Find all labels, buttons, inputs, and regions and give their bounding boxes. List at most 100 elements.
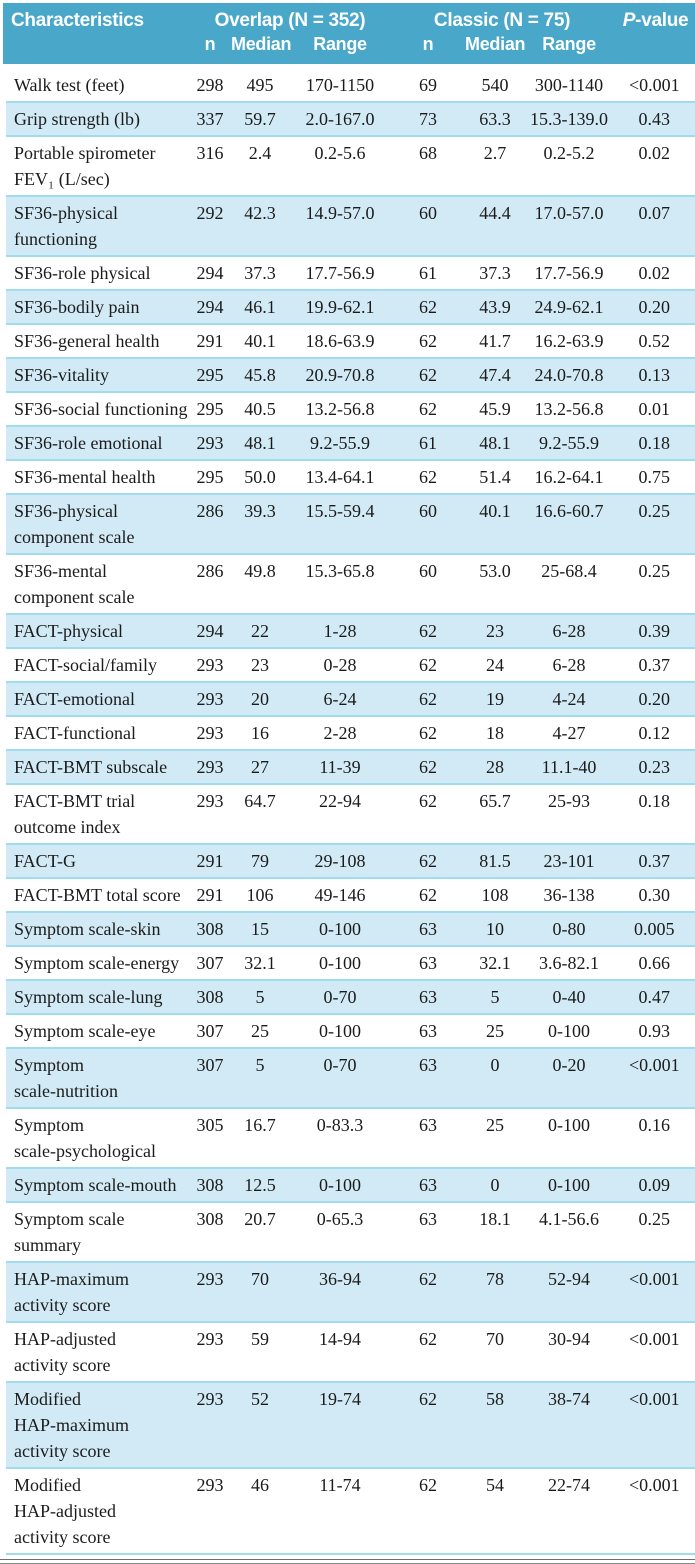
table-row: SF36-role physical 294 37.3 17.7-56.9 61…: [0, 256, 695, 290]
pvalue-cell: 0.25: [613, 1202, 695, 1262]
classic-n-cell: 62: [419, 297, 438, 317]
overlap-range-cell: 19.9-62.1: [305, 297, 375, 317]
table-row: Symptom scale-psychological 305 16.7 0-8…: [0, 1108, 695, 1168]
table-row: FACT-emotional 293 20 6-24 62 19 4-24 0.…: [0, 682, 695, 716]
overlap-range-cell: 20.9-70.8: [305, 365, 375, 385]
table-row: FACT-G 291 79 29-108 62 81.5 23-101 0.37: [0, 844, 695, 878]
classic-median-cell: 108: [481, 885, 509, 905]
overlap-n-cell: 295: [196, 365, 224, 385]
classic-range-cell: 0-80: [552, 919, 586, 939]
classic-n-cell: 73: [419, 109, 438, 129]
classic-median-cell: 63.3: [479, 109, 511, 129]
pvalue-cell: 0.16: [613, 1108, 695, 1168]
pvalue-cell: 0.93: [613, 1014, 695, 1048]
table-row: SF36-bodily pain 294 46.1 19.9-62.1 62 4…: [0, 290, 695, 324]
pvalue-cell: 0.47: [613, 980, 695, 1014]
classic-median-cell: 0: [490, 1175, 500, 1195]
table-row: FACT-functional 293 16 2-28 62 18 4-27 0…: [0, 716, 695, 750]
table-row: Modified HAP-maximum activity score 293 …: [0, 1382, 695, 1468]
header-subcolumn-row: n Median Range n Median Range: [3, 32, 695, 67]
overlap-range-cell: 18.6-63.9: [305, 331, 375, 351]
overlap-n-cell: 293: [196, 1269, 224, 1289]
classic-n-cell: 62: [419, 1389, 438, 1409]
overlap-range-cell: 0-100: [319, 1021, 361, 1041]
table-row: Portable spirometer FEV₁ (L/sec) 316 2.4…: [0, 136, 695, 196]
overlap-range-cell: 17.7-56.9: [305, 263, 375, 283]
classic-median-header: Median: [465, 32, 526, 67]
characteristics-comparison-table: Characteristics Overlap (N = 352) Classi…: [0, 3, 695, 1555]
overlap-median-cell: 39.3: [244, 501, 276, 521]
overlap-range-cell: 2-28: [323, 723, 357, 743]
pvalue-cell: 0.20: [613, 290, 695, 324]
classic-range-cell: 0-100: [548, 1175, 591, 1195]
classic-median-cell: 24: [486, 655, 505, 675]
overlap-range-cell: 13.4-64.1: [305, 467, 375, 487]
overlap-range-cell: 0-100: [319, 1175, 361, 1195]
overlap-median-cell: 5: [255, 987, 265, 1007]
classic-median-cell: 65.7: [479, 791, 511, 811]
pvalue-cell: <0.001: [613, 1322, 695, 1382]
overlap-n-cell: 308: [196, 1209, 224, 1229]
overlap-median-cell: 42.3: [244, 203, 276, 223]
overlap-group-header: Overlap (N = 352): [189, 3, 392, 32]
classic-range-cell: 17.0-57.0: [534, 203, 604, 223]
overlap-median-cell: 40.5: [244, 399, 276, 419]
overlap-n-cell: 307: [196, 1055, 224, 1075]
classic-range-header: Range: [525, 32, 614, 67]
classic-range-cell: 24.9-62.1: [534, 297, 604, 317]
pvalue-cell: 0.12: [613, 716, 695, 750]
overlap-n-cell: 295: [196, 467, 224, 487]
overlap-range-cell: 19-74: [319, 1389, 361, 1409]
characteristic-label-cell: Modified HAP-maximum activity score: [0, 1382, 189, 1468]
overlap-range-cell: 36-94: [319, 1269, 361, 1289]
characteristic-label-cell: SF36-role emotional: [0, 426, 189, 460]
overlap-n-cell: 293: [196, 1475, 224, 1495]
characteristic-label-cell: SF36-bodily pain: [0, 290, 189, 324]
characteristic-label-cell: FACT-physical: [0, 614, 189, 648]
pvalue-cell: 0.43: [613, 102, 695, 136]
overlap-range-cell: 6-24: [323, 689, 357, 709]
overlap-median-cell: 64.7: [244, 791, 276, 811]
pvalue-cell: 0.13: [613, 358, 695, 392]
pvalue-cell: 0.39: [613, 614, 695, 648]
classic-range-cell: 4-27: [552, 723, 586, 743]
characteristic-label-cell: HAP-maximum activity score: [0, 1262, 189, 1322]
characteristic-label-cell: Walk test (feet): [0, 66, 189, 102]
classic-median-cell: 19: [486, 689, 505, 709]
overlap-n-cell: 291: [196, 331, 224, 351]
overlap-median-cell: 32.1: [244, 953, 276, 973]
characteristic-label-cell: SF36-physical component scale: [0, 494, 189, 554]
classic-n-cell: 63: [419, 1175, 438, 1195]
pvalue-cell: 0.25: [613, 554, 695, 614]
classic-n-cell: 62: [419, 1269, 438, 1289]
pvalue-cell: 0.18: [613, 784, 695, 844]
overlap-median-header: Median: [231, 32, 292, 67]
classic-median-cell: 81.5: [479, 851, 511, 871]
classic-n-cell: 62: [419, 723, 438, 743]
table-row: Symptom scale-mouth 308 12.5 0-100 63 0 …: [0, 1168, 695, 1202]
overlap-n-cell: 295: [196, 399, 224, 419]
overlap-median-cell: 50.0: [244, 467, 276, 487]
overlap-range-cell: 0-83.3: [316, 1115, 364, 1135]
overlap-range-cell: 0-100: [319, 953, 361, 973]
overlap-range-cell: 11-39: [319, 757, 361, 777]
overlap-n-cell: 337: [196, 109, 224, 129]
classic-range-cell: 0.2-5.2: [543, 143, 595, 163]
characteristic-label-cell: FACT-G: [0, 844, 189, 878]
characteristic-label-cell: Symptom scale-psychological: [0, 1108, 189, 1168]
table-row: Symptom scale-energy 307 32.1 0-100 63 3…: [0, 946, 695, 980]
overlap-n-cell: 308: [196, 987, 224, 1007]
overlap-median-cell: 25: [251, 1021, 269, 1041]
pvalue-cell: 0.09: [613, 1168, 695, 1202]
overlap-range-cell: 2.0-167.0: [305, 109, 375, 129]
overlap-median-cell: 12.5: [244, 1175, 276, 1195]
pvalue-cell: 0.30: [613, 878, 695, 912]
classic-n-cell: 62: [419, 689, 438, 709]
table-body: Walk test (feet) 298 495 170-1150 69 540…: [0, 66, 695, 1554]
overlap-range-cell: 22-94: [319, 791, 361, 811]
classic-n-cell: 60: [419, 501, 438, 521]
table-row: Symptom scale-eye 307 25 0-100 63 25 0-1…: [0, 1014, 695, 1048]
overlap-n-cell: 291: [196, 885, 224, 905]
pvalue-cell: 0.02: [613, 256, 695, 290]
classic-range-cell: 0-100: [548, 1115, 591, 1135]
